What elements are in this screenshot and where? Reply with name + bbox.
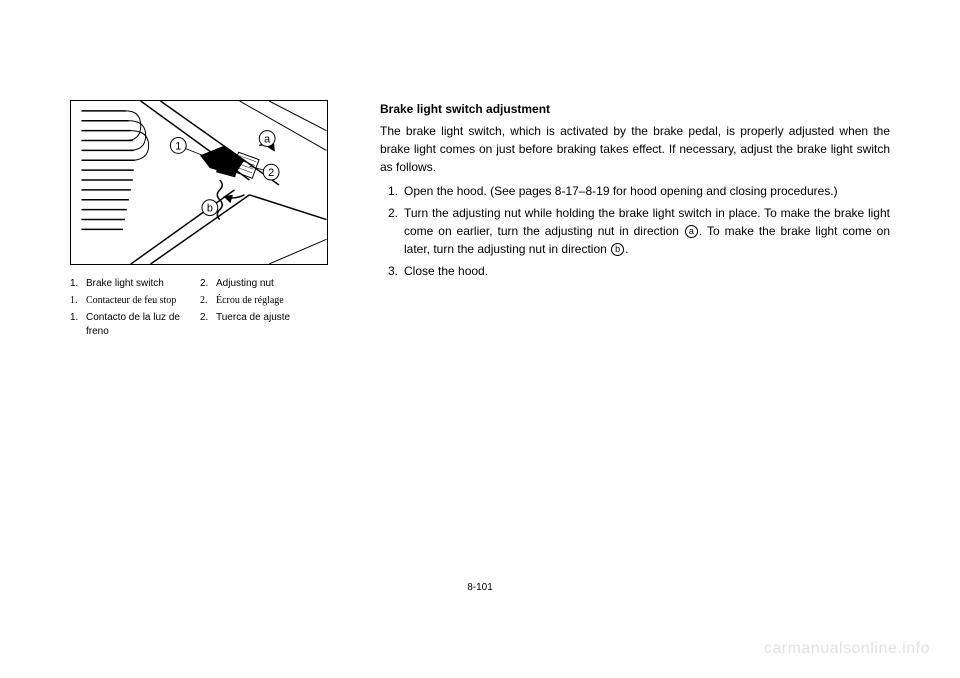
legend-num: 2. bbox=[200, 277, 216, 291]
step-list: 1. Open the hood. (See pages 8-17–8-19 f… bbox=[380, 182, 890, 280]
right-column: Brake light switch adjustment The brake … bbox=[380, 100, 890, 342]
step-number: 2. bbox=[380, 204, 404, 258]
step-text: Close the hood. bbox=[404, 262, 890, 280]
technical-figure: 1 2 a b bbox=[70, 100, 328, 265]
step-3: 3. Close the hood. bbox=[380, 262, 890, 280]
section-title: Brake light switch adjustment bbox=[380, 102, 890, 116]
legend-num: 2. bbox=[200, 311, 216, 339]
legend-num: 1. bbox=[70, 311, 86, 339]
direction-a-icon: a bbox=[685, 225, 698, 238]
figure-legend: 1. Brake light switch 2. Adjusting nut 1… bbox=[70, 277, 330, 339]
svg-text:b: b bbox=[207, 203, 213, 215]
direction-b-icon: b bbox=[611, 243, 624, 256]
step-number: 1. bbox=[380, 182, 404, 200]
legend-text: Adjusting nut bbox=[216, 277, 274, 291]
intro-paragraph: The brake light switch, which is activat… bbox=[380, 122, 890, 176]
left-column: 1 2 a b 1. Brake li bbox=[70, 100, 330, 342]
page-number: 8-101 bbox=[467, 582, 493, 593]
legend-text: Contacto de la luz de freno bbox=[86, 311, 200, 339]
step-text: Turn the adjusting nut while holding the… bbox=[404, 204, 890, 258]
step-1: 1. Open the hood. (See pages 8-17–8-19 f… bbox=[380, 182, 890, 200]
step-number: 3. bbox=[380, 262, 404, 280]
legend-row-fr: 1. Contacteur de feu stop 2. Écrou de ré… bbox=[70, 294, 330, 308]
legend-row-en: 1. Brake light switch 2. Adjusting nut bbox=[70, 277, 330, 291]
step-text-part: . bbox=[625, 242, 628, 256]
step-text: Open the hood. (See pages 8-17–8-19 for … bbox=[404, 182, 890, 200]
brake-switch-diagram: 1 2 a b bbox=[71, 101, 327, 264]
svg-text:1: 1 bbox=[175, 140, 181, 152]
svg-text:a: a bbox=[264, 133, 271, 145]
page-container: 1 2 a b 1. Brake li bbox=[0, 0, 960, 382]
svg-text:2: 2 bbox=[268, 167, 274, 179]
legend-num: 1. bbox=[70, 294, 86, 308]
legend-num: 2. bbox=[200, 294, 216, 308]
legend-text: Contacteur de feu stop bbox=[86, 294, 176, 308]
legend-text: Écrou de réglage bbox=[216, 294, 284, 308]
legend-num: 1. bbox=[70, 277, 86, 291]
legend-text: Tuerca de ajuste bbox=[216, 311, 290, 339]
legend-text: Brake light switch bbox=[86, 277, 164, 291]
watermark: carmanualsonline.info bbox=[764, 640, 930, 658]
step-2: 2. Turn the adjusting nut while holding … bbox=[380, 204, 890, 258]
legend-row-es: 1. Contacto de la luz de freno 2. Tuerca… bbox=[70, 311, 330, 339]
